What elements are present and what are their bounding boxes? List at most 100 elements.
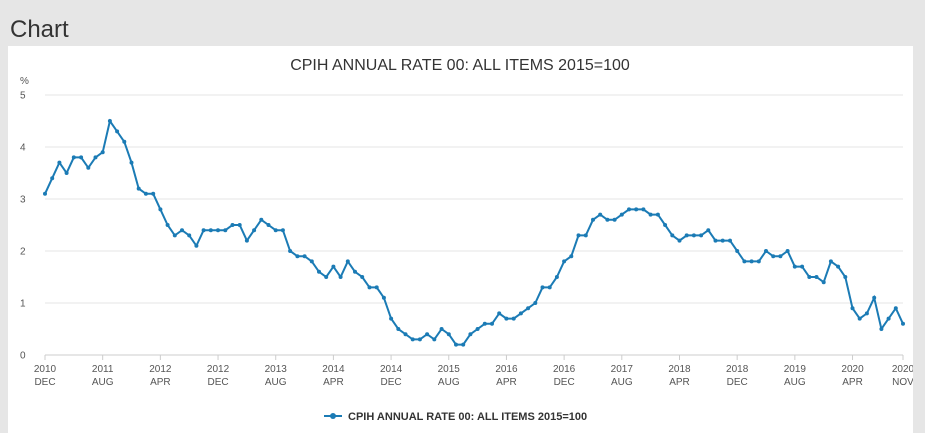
data-point[interactable] xyxy=(410,337,415,342)
data-point[interactable] xyxy=(417,337,422,342)
data-point[interactable] xyxy=(691,233,696,238)
data-point[interactable] xyxy=(309,259,314,264)
data-point[interactable] xyxy=(64,171,69,175)
data-point[interactable] xyxy=(208,228,213,233)
data-point[interactable] xyxy=(389,316,394,321)
data-point[interactable] xyxy=(699,233,704,238)
data-point[interactable] xyxy=(562,259,567,264)
data-point[interactable] xyxy=(828,259,833,264)
data-point[interactable] xyxy=(490,321,494,326)
data-point[interactable] xyxy=(79,155,84,160)
data-point[interactable] xyxy=(122,139,127,144)
data-point[interactable] xyxy=(425,332,430,337)
data-point[interactable] xyxy=(129,160,134,165)
data-point[interactable] xyxy=(353,269,357,274)
data-point[interactable] xyxy=(432,337,437,342)
data-point[interactable] xyxy=(201,228,206,233)
data-point[interactable] xyxy=(143,191,148,196)
data-point[interactable] xyxy=(187,233,192,238)
data-point[interactable] xyxy=(223,228,228,233)
data-point[interactable] xyxy=(893,306,898,311)
data-point[interactable] xyxy=(857,316,862,321)
data-point[interactable] xyxy=(807,275,812,279)
data-point[interactable] xyxy=(836,264,841,269)
data-point[interactable] xyxy=(735,249,740,253)
data-point[interactable] xyxy=(381,295,386,300)
data-point[interactable] xyxy=(677,238,682,243)
data-point[interactable] xyxy=(778,254,783,259)
data-point[interactable] xyxy=(273,228,278,233)
data-point[interactable] xyxy=(785,249,790,253)
data-point[interactable] xyxy=(172,233,177,238)
data-point[interactable] xyxy=(901,321,905,326)
data-point[interactable] xyxy=(468,332,473,337)
data-point[interactable] xyxy=(814,275,819,279)
data-point[interactable] xyxy=(663,223,668,227)
data-point[interactable] xyxy=(396,327,401,331)
data-point[interactable] xyxy=(821,280,826,285)
data-point[interactable] xyxy=(627,207,631,212)
data-point[interactable] xyxy=(439,327,444,331)
data-point[interactable] xyxy=(706,228,711,233)
data-point[interactable] xyxy=(800,264,805,269)
data-point[interactable] xyxy=(151,191,156,196)
data-point[interactable] xyxy=(107,119,112,123)
data-point[interactable] xyxy=(71,155,76,160)
data-point[interactable] xyxy=(850,306,855,311)
data-point[interactable] xyxy=(792,264,797,269)
data-point[interactable] xyxy=(619,212,624,217)
data-point[interactable] xyxy=(612,217,617,222)
data-point[interactable] xyxy=(749,259,754,264)
data-point[interactable] xyxy=(547,285,552,290)
data-point[interactable] xyxy=(475,327,480,331)
data-point[interactable] xyxy=(50,176,55,181)
data-point[interactable] xyxy=(764,249,768,253)
data-point[interactable] xyxy=(605,217,610,222)
data-point[interactable] xyxy=(237,223,242,227)
data-point[interactable] xyxy=(655,212,660,217)
data-point[interactable] xyxy=(244,238,249,243)
data-point[interactable] xyxy=(554,275,559,279)
data-point[interactable] xyxy=(591,217,595,222)
data-point[interactable] xyxy=(497,311,502,316)
legend[interactable]: CPIH ANNUAL RATE 00: ALL ITEMS 2015=100 xyxy=(324,411,587,423)
data-point[interactable] xyxy=(518,311,523,316)
data-point[interactable] xyxy=(374,285,379,290)
data-point[interactable] xyxy=(345,259,350,264)
data-point[interactable] xyxy=(288,249,293,253)
data-point[interactable] xyxy=(230,223,235,227)
data-point[interactable] xyxy=(576,233,581,238)
data-point[interactable] xyxy=(446,332,451,337)
data-point[interactable] xyxy=(461,342,466,347)
data-point[interactable] xyxy=(872,295,877,300)
data-point[interactable] xyxy=(742,259,747,264)
data-point[interactable] xyxy=(165,223,170,227)
data-point[interactable] xyxy=(864,311,869,316)
data-point[interactable] xyxy=(57,160,62,165)
data-point[interactable] xyxy=(720,238,725,243)
data-point[interactable] xyxy=(648,212,653,217)
data-point[interactable] xyxy=(302,254,307,259)
data-point[interactable] xyxy=(158,207,163,212)
data-point[interactable] xyxy=(43,191,47,196)
data-point[interactable] xyxy=(886,316,891,321)
data-point[interactable] xyxy=(511,316,516,321)
data-point[interactable] xyxy=(670,233,675,238)
data-point[interactable] xyxy=(634,207,639,212)
data-point[interactable] xyxy=(86,165,91,170)
data-point[interactable] xyxy=(526,306,531,311)
data-point[interactable] xyxy=(771,254,776,259)
data-point[interactable] xyxy=(403,332,408,337)
data-point[interactable] xyxy=(728,238,732,243)
data-point[interactable] xyxy=(115,129,120,134)
data-point[interactable] xyxy=(540,285,545,290)
data-point[interactable] xyxy=(454,342,458,347)
data-point[interactable] xyxy=(583,233,588,238)
data-point[interactable] xyxy=(100,150,105,155)
data-point[interactable] xyxy=(684,233,689,238)
data-point[interactable] xyxy=(360,275,365,279)
data-point[interactable] xyxy=(180,228,184,233)
data-point[interactable] xyxy=(259,217,264,222)
data-point[interactable] xyxy=(843,275,848,279)
data-point[interactable] xyxy=(367,285,372,290)
